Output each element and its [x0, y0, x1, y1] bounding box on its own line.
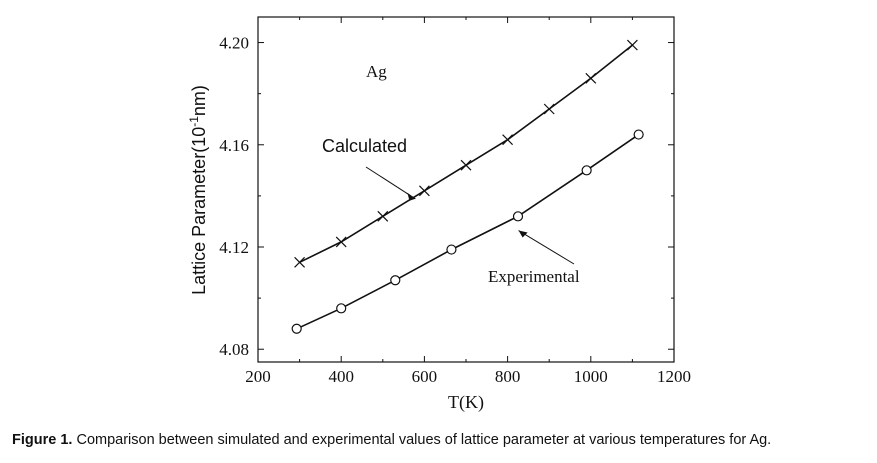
x-tick-label: 800 — [495, 367, 521, 386]
experimental-point — [336, 303, 347, 314]
series-group — [291, 39, 644, 334]
calculated-point — [335, 236, 347, 248]
calculated-arrow — [365, 166, 416, 200]
y-axis-title-unit: nm) — [189, 85, 209, 116]
experimental-point — [446, 244, 457, 255]
experimental-point — [581, 165, 592, 176]
x-tick-label: 1200 — [657, 367, 691, 386]
calculated-point — [502, 134, 514, 146]
calculated-point — [294, 256, 306, 268]
x-ticks: 200 400 600 800 1000 1200 — [245, 17, 691, 386]
calculated-point — [460, 159, 472, 171]
y-tick-label: 4.16 — [219, 136, 249, 155]
x-tick-label: 600 — [412, 367, 438, 386]
y-tick-label: 4.12 — [219, 238, 249, 257]
figure-caption: Figure 1. Comparison between simulated a… — [12, 432, 872, 448]
element-label: Ag — [366, 62, 387, 81]
experimental-label: Experimental — [488, 267, 580, 286]
x-tick-label: 1000 — [574, 367, 608, 386]
calculated-point — [543, 103, 555, 115]
plot-frame — [257, 16, 675, 363]
y-ticks: 4.08 4.12 4.16 4.20 — [219, 34, 674, 359]
calculated-point — [626, 39, 638, 51]
calculated-point — [418, 185, 430, 197]
calculated-label: Calculated — [322, 136, 407, 156]
experimental-arrow — [518, 230, 575, 265]
calculated-arrowhead — [407, 192, 416, 201]
experimental-point — [633, 129, 644, 140]
experimental-arrowhead — [518, 230, 528, 238]
y-axis-title: Lattice Parameter(10-1nm) — [187, 85, 209, 295]
experimental-point — [291, 323, 302, 334]
y-tick-label: 4.08 — [219, 340, 249, 359]
experimental-point — [390, 275, 401, 286]
lattice-parameter-chart: 200 400 600 800 1000 1200 4.08 4.12 4.16 4.20 Ag… — [187, 16, 691, 413]
caption-text: Comparison between simulated and experim… — [72, 432, 772, 448]
calculated-point — [585, 72, 597, 84]
annotations: Ag Calculated Experimental — [322, 62, 580, 286]
caption-label: Figure 1. — [12, 432, 73, 448]
x-tick-label: 200 — [245, 367, 271, 386]
y-tick-label: 4.20 — [219, 34, 249, 53]
x-tick-label: 400 — [328, 367, 354, 386]
x-axis-title: T(K) — [448, 392, 484, 413]
y-axis-title-main: Lattice Parameter(10 — [189, 127, 209, 295]
experimental-point — [512, 211, 524, 222]
y-axis-title-sup: -1 — [187, 116, 201, 127]
calculated-point — [377, 210, 389, 222]
